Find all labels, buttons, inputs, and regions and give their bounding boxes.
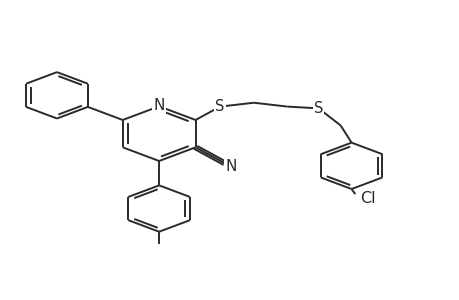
Text: N: N xyxy=(225,159,236,174)
Text: S: S xyxy=(215,99,224,114)
Text: Cl: Cl xyxy=(359,191,375,206)
Text: S: S xyxy=(313,101,323,116)
Text: N: N xyxy=(153,98,164,113)
